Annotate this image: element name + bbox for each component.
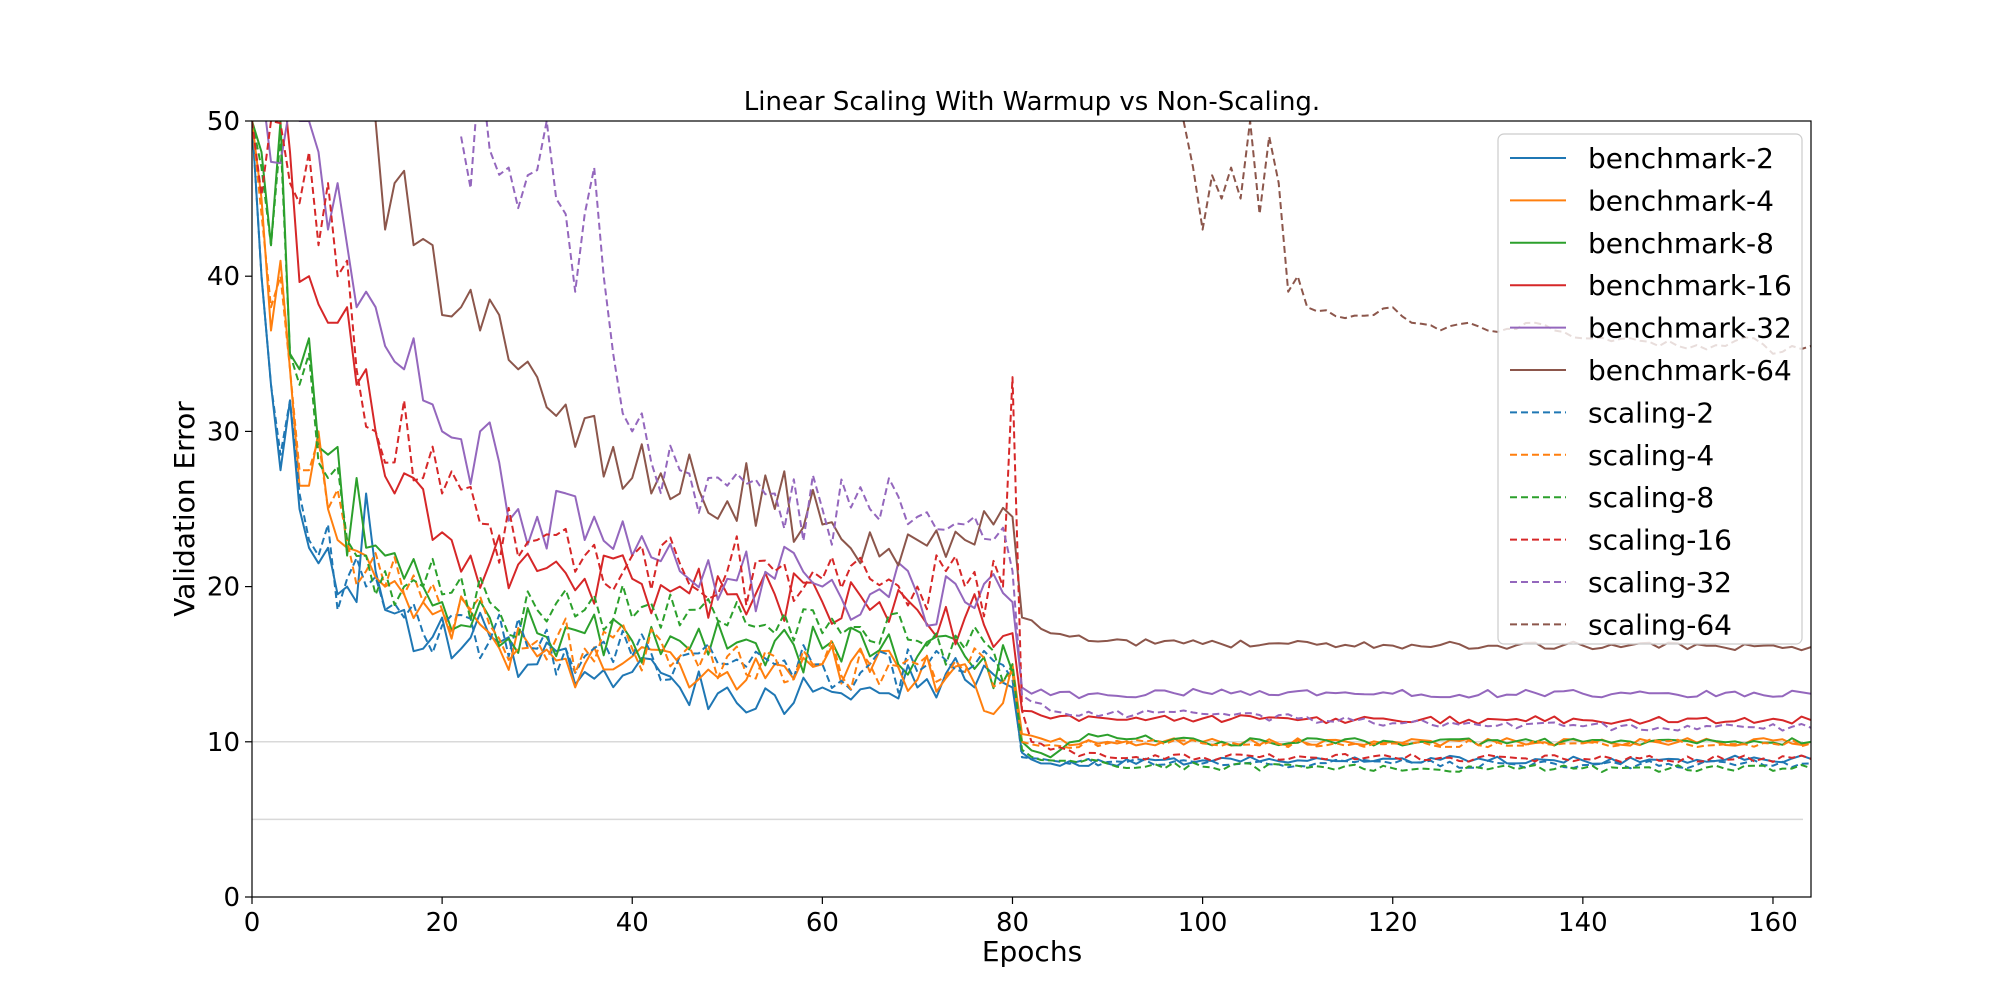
legend-label: benchmark-2 bbox=[1588, 142, 1774, 175]
y-axis-label: Validation Error bbox=[168, 401, 201, 617]
x-tick-label: 20 bbox=[426, 908, 459, 938]
x-tick-label: 140 bbox=[1558, 908, 1608, 938]
legend-label: benchmark-32 bbox=[1588, 312, 1792, 345]
legend-label: benchmark-16 bbox=[1588, 269, 1792, 302]
series-line-scaling-4 bbox=[252, 121, 1811, 749]
legend-label: scaling-4 bbox=[1588, 439, 1714, 472]
legend-label: benchmark-8 bbox=[1588, 227, 1774, 260]
legend-box bbox=[1497, 133, 1803, 645]
x-tick-label: 100 bbox=[1178, 908, 1228, 938]
y-tick-label: 30 bbox=[207, 417, 240, 447]
x-axis-label: Epochs bbox=[982, 935, 1082, 968]
series-layer bbox=[252, 121, 1811, 773]
legend-label: scaling-8 bbox=[1588, 481, 1714, 514]
legend-label: scaling-64 bbox=[1588, 608, 1732, 641]
x-tick-label: 80 bbox=[996, 908, 1029, 938]
y-tick-label: 0 bbox=[223, 883, 240, 913]
legend: benchmark-2 benchmark-4 benchmark-8 benchma… bbox=[1497, 133, 1803, 645]
x-axis-ticks: 0 20 40 60 80 100 120 140 160 bbox=[244, 897, 1798, 938]
series-line-scaling-16 bbox=[252, 121, 1811, 764]
legend-label: benchmark-4 bbox=[1588, 184, 1774, 217]
x-tick-label: 120 bbox=[1368, 908, 1418, 938]
legend-label: benchmark-64 bbox=[1588, 354, 1792, 387]
y-tick-label: 50 bbox=[207, 107, 240, 137]
legend-label: scaling-32 bbox=[1588, 566, 1732, 599]
x-tick-label: 40 bbox=[616, 908, 649, 938]
chart-title: Linear Scaling With Warmup vs Non-Scalin… bbox=[744, 87, 1320, 117]
series-line-scaling-2 bbox=[252, 121, 1811, 770]
y-tick-label: 20 bbox=[207, 573, 240, 603]
series-line-benchmark-16 bbox=[252, 121, 1811, 725]
legend-label: scaling-16 bbox=[1588, 524, 1732, 557]
plot-frame bbox=[251, 120, 1812, 898]
legend-label: scaling-2 bbox=[1588, 396, 1714, 429]
x-tick-label: 0 bbox=[244, 908, 261, 938]
series-line-scaling-32 bbox=[460, 121, 1811, 732]
x-tick-label: 160 bbox=[1748, 908, 1798, 938]
y-axis-ticks: 0 10 20 30 40 50 bbox=[207, 107, 252, 913]
y-tick-label: 40 bbox=[207, 262, 240, 292]
y-tick-label: 10 bbox=[207, 728, 240, 758]
x-tick-label: 60 bbox=[806, 908, 839, 938]
series-line-scaling-8 bbox=[252, 121, 1811, 773]
series-line-benchmark-32 bbox=[252, 121, 1811, 700]
series-line-benchmark-2 bbox=[252, 121, 1811, 767]
